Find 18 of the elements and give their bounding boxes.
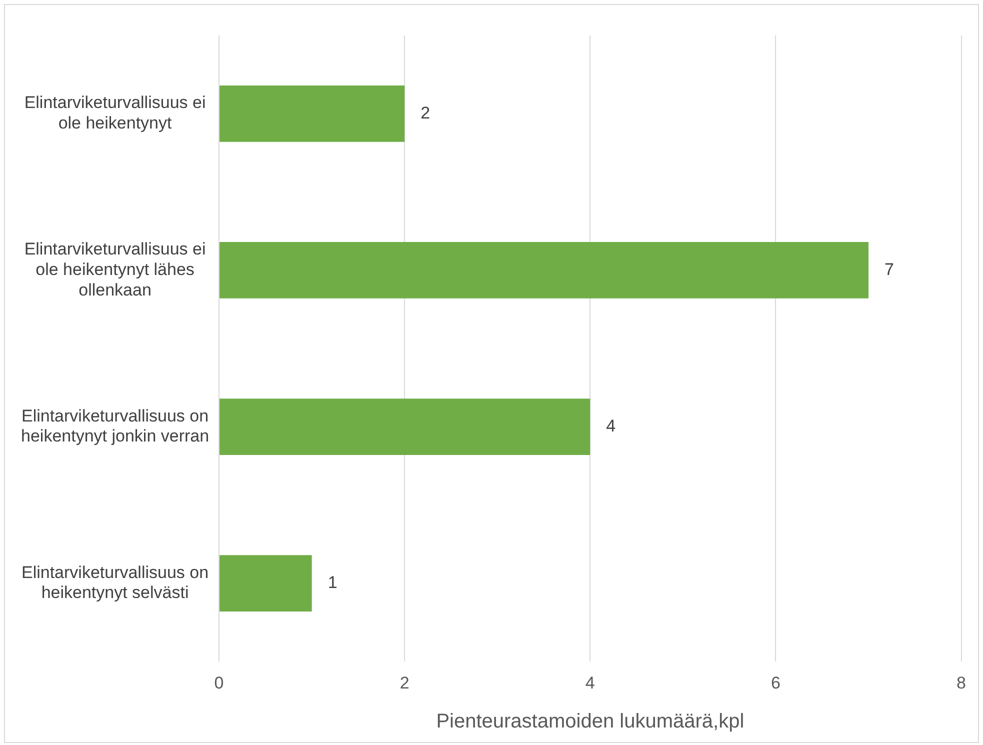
y-tick-label: Elintarviketurvallisuus on heikentynyt jonkin verran xyxy=(21,406,210,446)
data-label: 7 xyxy=(884,260,894,279)
x-tick-label: 6 xyxy=(770,673,780,692)
x-tick-label: 0 xyxy=(214,673,224,692)
x-tick-label: 4 xyxy=(585,673,595,692)
bar xyxy=(220,398,590,455)
bar xyxy=(220,85,405,142)
y-tick-label: Elintarviketurvallisuus ei ole heikentynyt lähes ollenkaan xyxy=(24,240,206,300)
bar xyxy=(220,242,868,298)
x-axis-title: Pienteurastamoiden lukumäärä,kpl xyxy=(436,710,744,733)
y-tick-label: Elintarviketurvallisuus ei ole heikentynyt xyxy=(24,93,206,133)
bar xyxy=(220,555,312,612)
data-label: 4 xyxy=(606,416,616,436)
y-tick-label: Elintarviketurvallisuus on heikentynyt selvästi xyxy=(21,562,209,602)
data-label: 2 xyxy=(420,103,430,122)
data-label: 1 xyxy=(328,573,338,592)
x-tick-label: 8 xyxy=(956,673,966,692)
x-tick-label: 2 xyxy=(400,673,410,692)
